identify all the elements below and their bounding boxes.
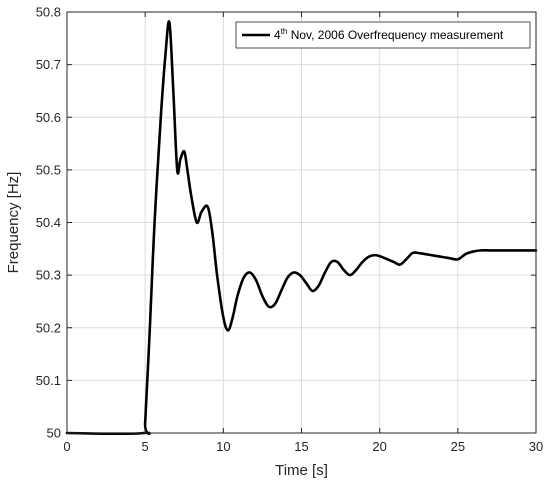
y-tick-label: 50.2	[36, 320, 61, 335]
x-tick-label: 5	[142, 439, 149, 454]
legend-superscript: th	[281, 27, 288, 36]
y-tick-label: 50.5	[36, 162, 61, 177]
legend-prefix: 4	[274, 28, 281, 42]
tick-layer: 0 5 10 15 20 25 30 50 50.1 50.2 50.3 50.4 50.5 50.6 50…	[36, 5, 544, 455]
x-tick-label: 15	[294, 439, 308, 454]
y-tick-label: 50.8	[36, 5, 61, 20]
y-tick-label: 50	[47, 426, 61, 441]
x-tick-label: 25	[451, 439, 465, 454]
y-tick-label: 50.6	[36, 110, 61, 125]
x-tick-label: 0	[63, 439, 70, 454]
y-tick-label: 50.3	[36, 268, 61, 283]
y-tick-label: 50.7	[36, 57, 61, 72]
x-axis-label: Time [s]	[275, 462, 328, 479]
legend: 4th Nov, 2006 Overfrequency measurement	[235, 21, 531, 49]
x-tick-label: 20	[372, 439, 386, 454]
y-tick-label: 50.4	[36, 215, 61, 230]
x-tick-label: 30	[529, 439, 543, 454]
series-layer	[65, 20, 538, 436]
legend-box	[235, 21, 531, 49]
grid	[66, 11, 537, 434]
legend-entry-label: 4th Nov, 2006 Overfrequency measurement	[274, 27, 504, 42]
x-tick-label: 10	[216, 439, 230, 454]
series-line	[65, 20, 538, 436]
legend-suffix: Nov, 2006 Overfrequency measurement	[287, 28, 504, 42]
y-axis-label: Frequency [Hz]	[5, 172, 22, 274]
y-tick-label: 50.1	[36, 373, 61, 388]
